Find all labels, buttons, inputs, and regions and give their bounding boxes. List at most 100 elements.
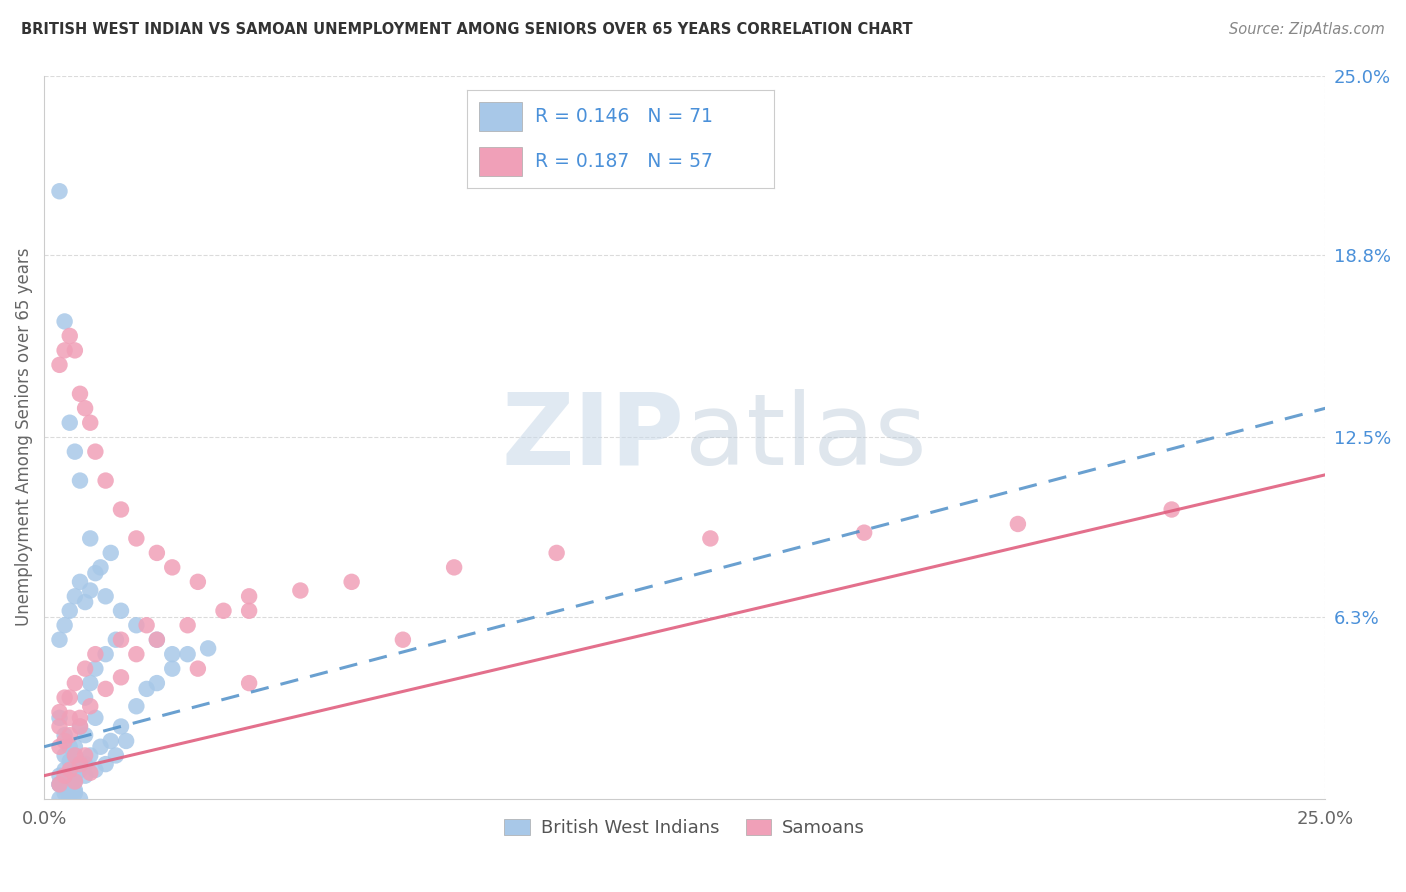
Point [59, 690, 82, 705]
Point [63, 739, 86, 754]
Point [125, 699, 148, 714]
Point [69, 757, 91, 772]
Point [48, 184, 70, 198]
Point [63, 748, 86, 763]
Point [546, 546, 568, 560]
Point [63, 444, 86, 458]
Point [1160, 502, 1182, 516]
Point [79, 583, 101, 598]
Point [48, 739, 70, 754]
Point [75, 690, 97, 705]
Point [79, 676, 101, 690]
Text: ZIP: ZIP [502, 389, 685, 485]
Point [176, 647, 198, 661]
Point [69, 719, 91, 733]
Point [63, 748, 86, 763]
Point [63, 774, 86, 789]
Point [146, 676, 169, 690]
Point [84, 647, 107, 661]
Point [110, 670, 132, 684]
Point [53, 734, 76, 748]
Point [187, 574, 209, 589]
Point [48, 719, 70, 733]
Point [162, 647, 184, 661]
Point [69, 474, 91, 488]
Point [75, 748, 97, 763]
Point [699, 532, 721, 546]
Point [853, 525, 876, 540]
Point [59, 765, 82, 780]
Point [69, 763, 91, 777]
Point [53, 772, 76, 786]
Point [146, 632, 169, 647]
Point [75, 401, 97, 416]
Point [63, 783, 86, 797]
Point [63, 774, 86, 789]
Point [84, 711, 107, 725]
Point [110, 719, 132, 733]
Text: atlas: atlas [685, 389, 927, 485]
Point [48, 358, 70, 372]
Point [63, 343, 86, 358]
Point [48, 777, 70, 791]
Point [53, 690, 76, 705]
Point [53, 769, 76, 783]
Point [79, 748, 101, 763]
Point [238, 676, 260, 690]
Point [48, 711, 70, 725]
Point [110, 604, 132, 618]
Point [125, 532, 148, 546]
Point [84, 763, 107, 777]
Point [84, 662, 107, 676]
Point [63, 786, 86, 800]
Point [135, 618, 157, 632]
Point [75, 662, 97, 676]
Point [79, 765, 101, 780]
Point [59, 754, 82, 768]
Point [212, 604, 235, 618]
Point [59, 789, 82, 803]
Point [84, 444, 107, 458]
Point [100, 546, 122, 560]
Point [53, 748, 76, 763]
Point [290, 583, 312, 598]
Legend: British West Indians, Samoans: British West Indians, Samoans [498, 812, 872, 844]
Point [59, 739, 82, 754]
Point [94, 590, 117, 604]
Point [197, 641, 219, 656]
Point [59, 777, 82, 791]
Point [187, 662, 209, 676]
Point [110, 632, 132, 647]
Point [84, 566, 107, 581]
Point [104, 748, 127, 763]
Point [443, 560, 465, 574]
Point [89, 560, 111, 574]
Point [75, 769, 97, 783]
Point [125, 647, 148, 661]
Point [115, 734, 138, 748]
Point [146, 632, 169, 647]
Point [79, 699, 101, 714]
Point [59, 416, 82, 430]
Point [69, 711, 91, 725]
Point [94, 647, 117, 661]
Point [48, 705, 70, 719]
Point [176, 618, 198, 632]
Point [135, 681, 157, 696]
Point [69, 719, 91, 733]
Point [69, 574, 91, 589]
Point [94, 681, 117, 696]
Point [59, 728, 82, 742]
Point [75, 595, 97, 609]
Point [110, 502, 132, 516]
Point [48, 777, 70, 791]
Point [94, 474, 117, 488]
Point [238, 604, 260, 618]
Point [392, 632, 415, 647]
Point [63, 676, 86, 690]
Point [48, 632, 70, 647]
Point [59, 604, 82, 618]
Point [100, 734, 122, 748]
Point [53, 763, 76, 777]
Point [75, 757, 97, 772]
